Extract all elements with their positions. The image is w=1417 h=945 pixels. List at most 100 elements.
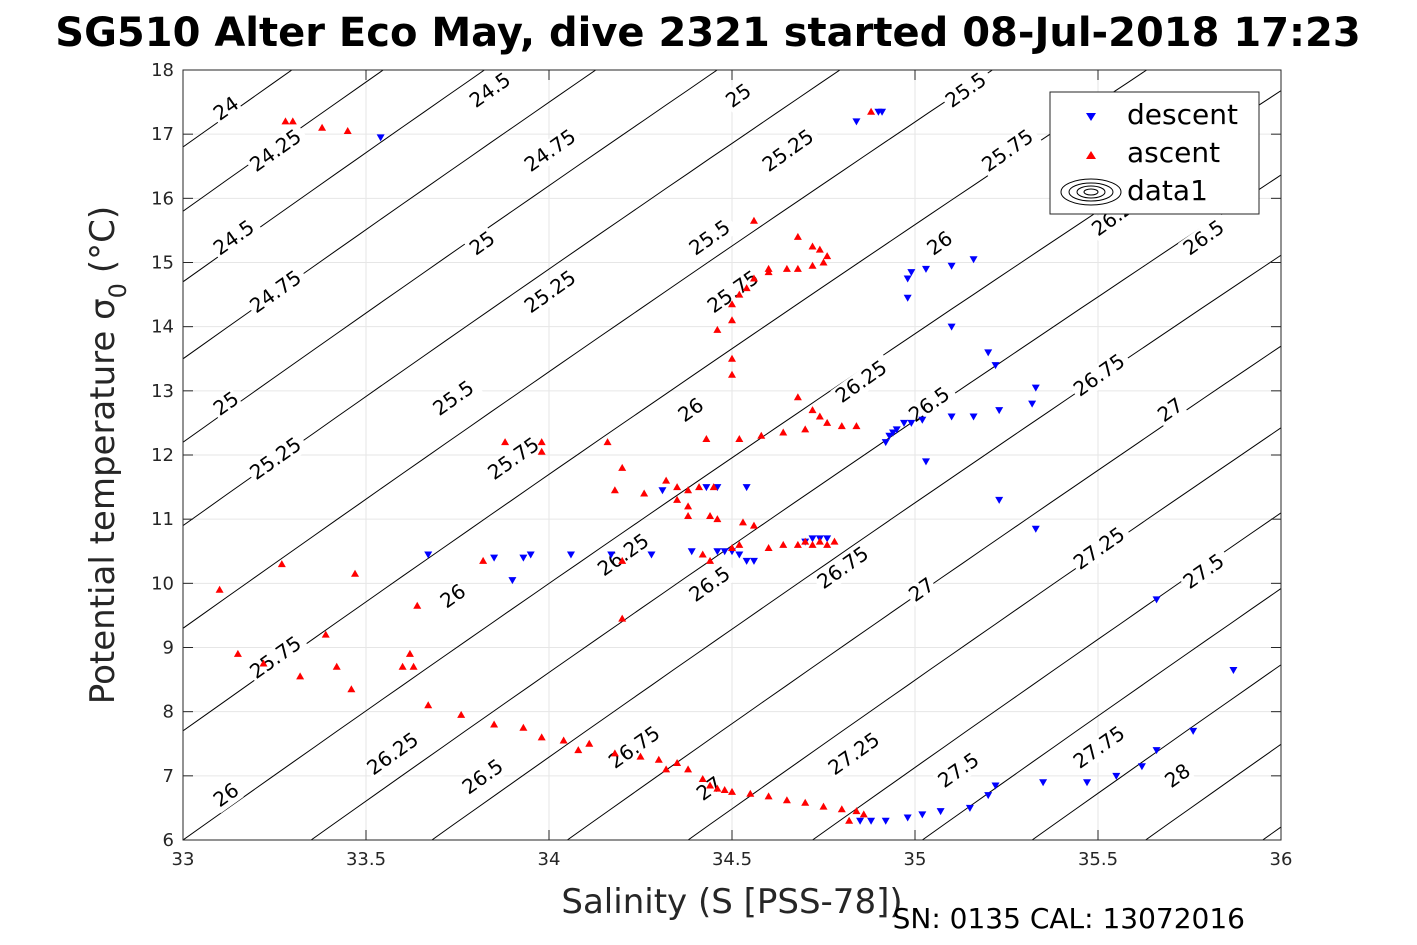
ascent-point (288, 117, 297, 125)
descent-point (903, 294, 912, 302)
ascent-point (695, 483, 704, 491)
ascent-point (728, 544, 736, 552)
descent-point (881, 439, 890, 447)
density-contour-line (183, 70, 719, 443)
ascent-point (749, 216, 758, 224)
ascent-point (706, 556, 715, 564)
ascent-point (742, 284, 751, 292)
descent-point (1112, 772, 1121, 780)
ascent-point (852, 807, 861, 815)
ascent-point (801, 537, 810, 545)
descent-point (921, 265, 930, 273)
density-contour-line (687, 427, 1281, 840)
contour-label-background (691, 772, 727, 807)
ascent-point (618, 463, 627, 471)
y-tick-label: 8 (163, 702, 174, 723)
descent-point (856, 817, 865, 825)
ascent-point (728, 354, 736, 362)
descent-point (852, 118, 861, 126)
ascent-point (702, 434, 711, 442)
ascent-point (764, 268, 773, 276)
descent-point (984, 792, 993, 800)
ascent-point (735, 290, 744, 298)
ascent-point (859, 810, 868, 818)
contour-label-background (519, 122, 585, 178)
descent-point (991, 362, 1000, 370)
ascent-point (735, 434, 744, 442)
ascent-point (405, 649, 414, 657)
x-tick-label: 33 (172, 849, 195, 870)
ascent-point (673, 759, 682, 766)
ascent-point (684, 765, 693, 773)
ascent-point (720, 785, 729, 793)
ascent-point (332, 662, 341, 670)
ascent-point (281, 117, 290, 125)
y-tick-label: 7 (163, 766, 174, 787)
descent-point (969, 256, 978, 264)
contour-label-background (592, 527, 658, 583)
ascent-point (815, 412, 824, 420)
x-tick-label: 34.5 (712, 849, 752, 870)
contour-label-background (1152, 393, 1188, 429)
x-tick-label: 33.5 (346, 849, 386, 870)
descent-point (1031, 384, 1040, 392)
x-tick-label: 36 (1270, 849, 1293, 870)
contour-label-background (464, 227, 500, 262)
ascent-point (321, 630, 330, 638)
ascent-point (673, 483, 682, 491)
ascent-point (819, 258, 828, 266)
contour-label-background (672, 393, 709, 429)
contour-label-background (830, 353, 896, 409)
descent-point (947, 413, 956, 421)
ascent-point (735, 540, 744, 548)
contour-label-background (1068, 347, 1134, 403)
density-contour-line (183, 70, 597, 360)
contour-label-background (457, 752, 513, 801)
descent-point (984, 349, 993, 357)
descent-point (742, 484, 751, 492)
descent-point (878, 108, 887, 116)
ascent-point (479, 556, 488, 564)
descent-point (519, 554, 528, 562)
ascent-point (728, 300, 736, 308)
ascent-point (673, 495, 682, 503)
ascent-point (409, 662, 418, 670)
contour-label-background (1159, 759, 1196, 794)
ascent-point (815, 537, 824, 545)
ascent-point (746, 789, 755, 797)
ascent-point (277, 560, 286, 568)
contour-label-background (812, 539, 877, 595)
density-contour-line (1262, 826, 1281, 840)
ascent-point (698, 775, 707, 783)
ascent-point (559, 736, 568, 744)
contour-label-background (903, 380, 959, 429)
y-tick-label: 16 (151, 188, 174, 209)
ascent-point (347, 685, 356, 693)
ascent-point (749, 274, 758, 282)
contour-label-background (921, 227, 958, 262)
descent-point (947, 323, 956, 331)
ascent-point (618, 556, 627, 564)
contour-label-background (702, 264, 768, 320)
ascent-point (684, 511, 693, 519)
ascent-point (713, 784, 722, 792)
descent-point (892, 426, 901, 434)
axis-ticks: 33 33.5 34 34.5 35 35.5 36 6 7 8 9 10 11 12 13 14 15 16 17… (151, 60, 1292, 870)
ascent-point (709, 483, 718, 491)
ascent-point (398, 662, 407, 670)
ascent-point (618, 614, 627, 622)
contour-label-background (464, 65, 520, 114)
y-tick-label: 10 (151, 573, 174, 594)
descent-point (742, 557, 751, 565)
ascent-point (823, 418, 832, 426)
ascent-point (823, 540, 832, 548)
x-tick-label: 34 (538, 849, 561, 870)
contour-label-background (683, 213, 740, 262)
descent-point (918, 416, 927, 424)
ascent-point (808, 242, 817, 250)
contour-label-background (519, 264, 585, 320)
y-tick-label: 6 (163, 830, 174, 851)
descent-point (702, 484, 711, 492)
ascent-point (837, 422, 846, 430)
contour-label-background (361, 726, 427, 782)
